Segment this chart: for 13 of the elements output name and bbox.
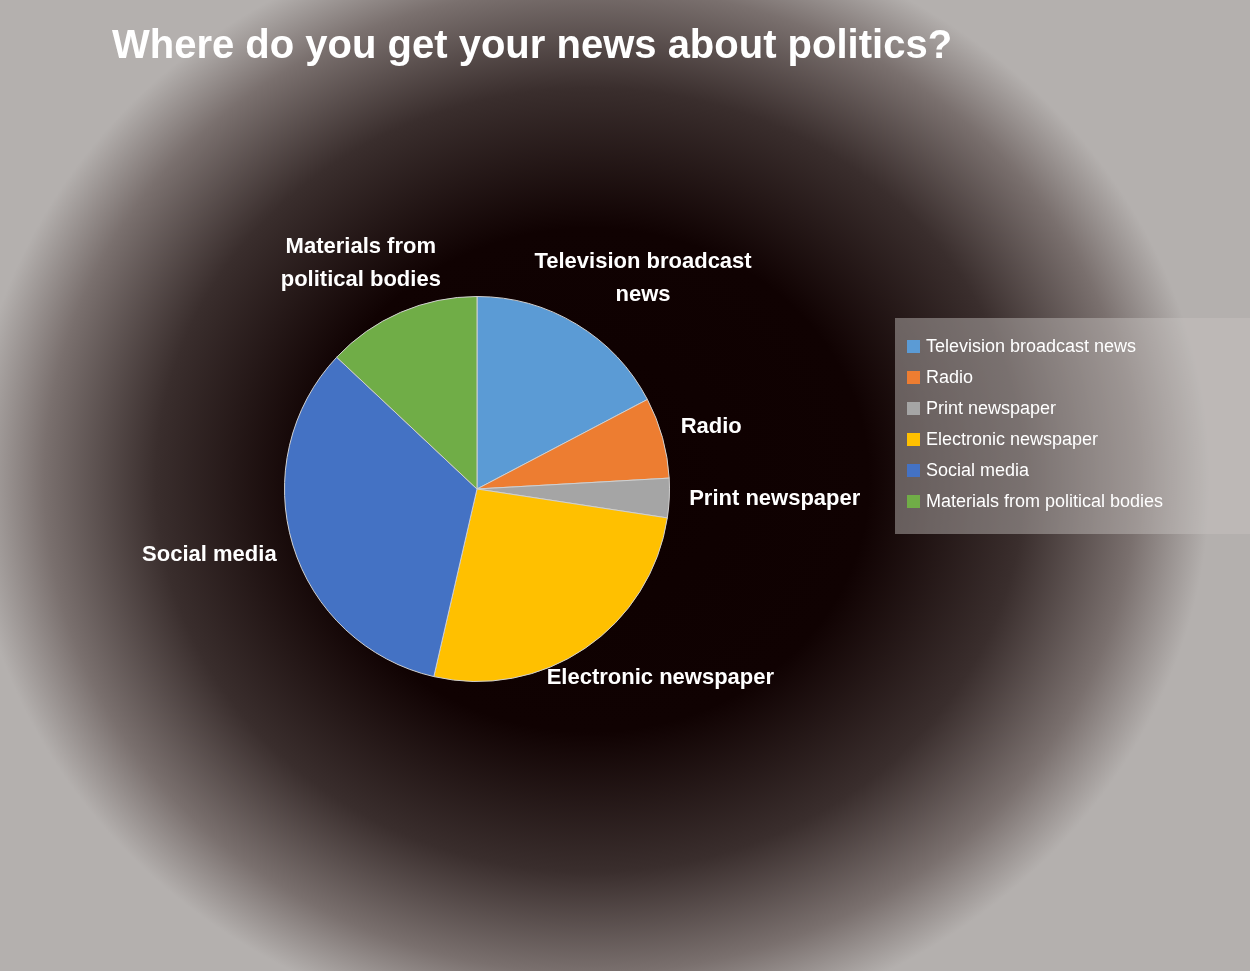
slice-label: Radio [680,413,742,439]
slice-label: Materials from political bodies [280,232,441,291]
slice-label: Television broadcast news [534,247,753,306]
chart-title: Where do you get your news about politics? [112,22,953,67]
legend-label: Materials from political bodies [926,491,1164,512]
legend-label: Television broadcast news [926,336,1137,357]
slice-label: Electronic newspaper [546,663,775,689]
legend-label: Electronic newspaper [926,429,1099,450]
legend-label: Social media [926,460,1030,481]
slice-label: Print newspaper [689,485,861,511]
legend-label: Radio [926,367,974,388]
slice-label: Social media [142,541,278,567]
category-label: Print newspaper [926,398,1057,418]
